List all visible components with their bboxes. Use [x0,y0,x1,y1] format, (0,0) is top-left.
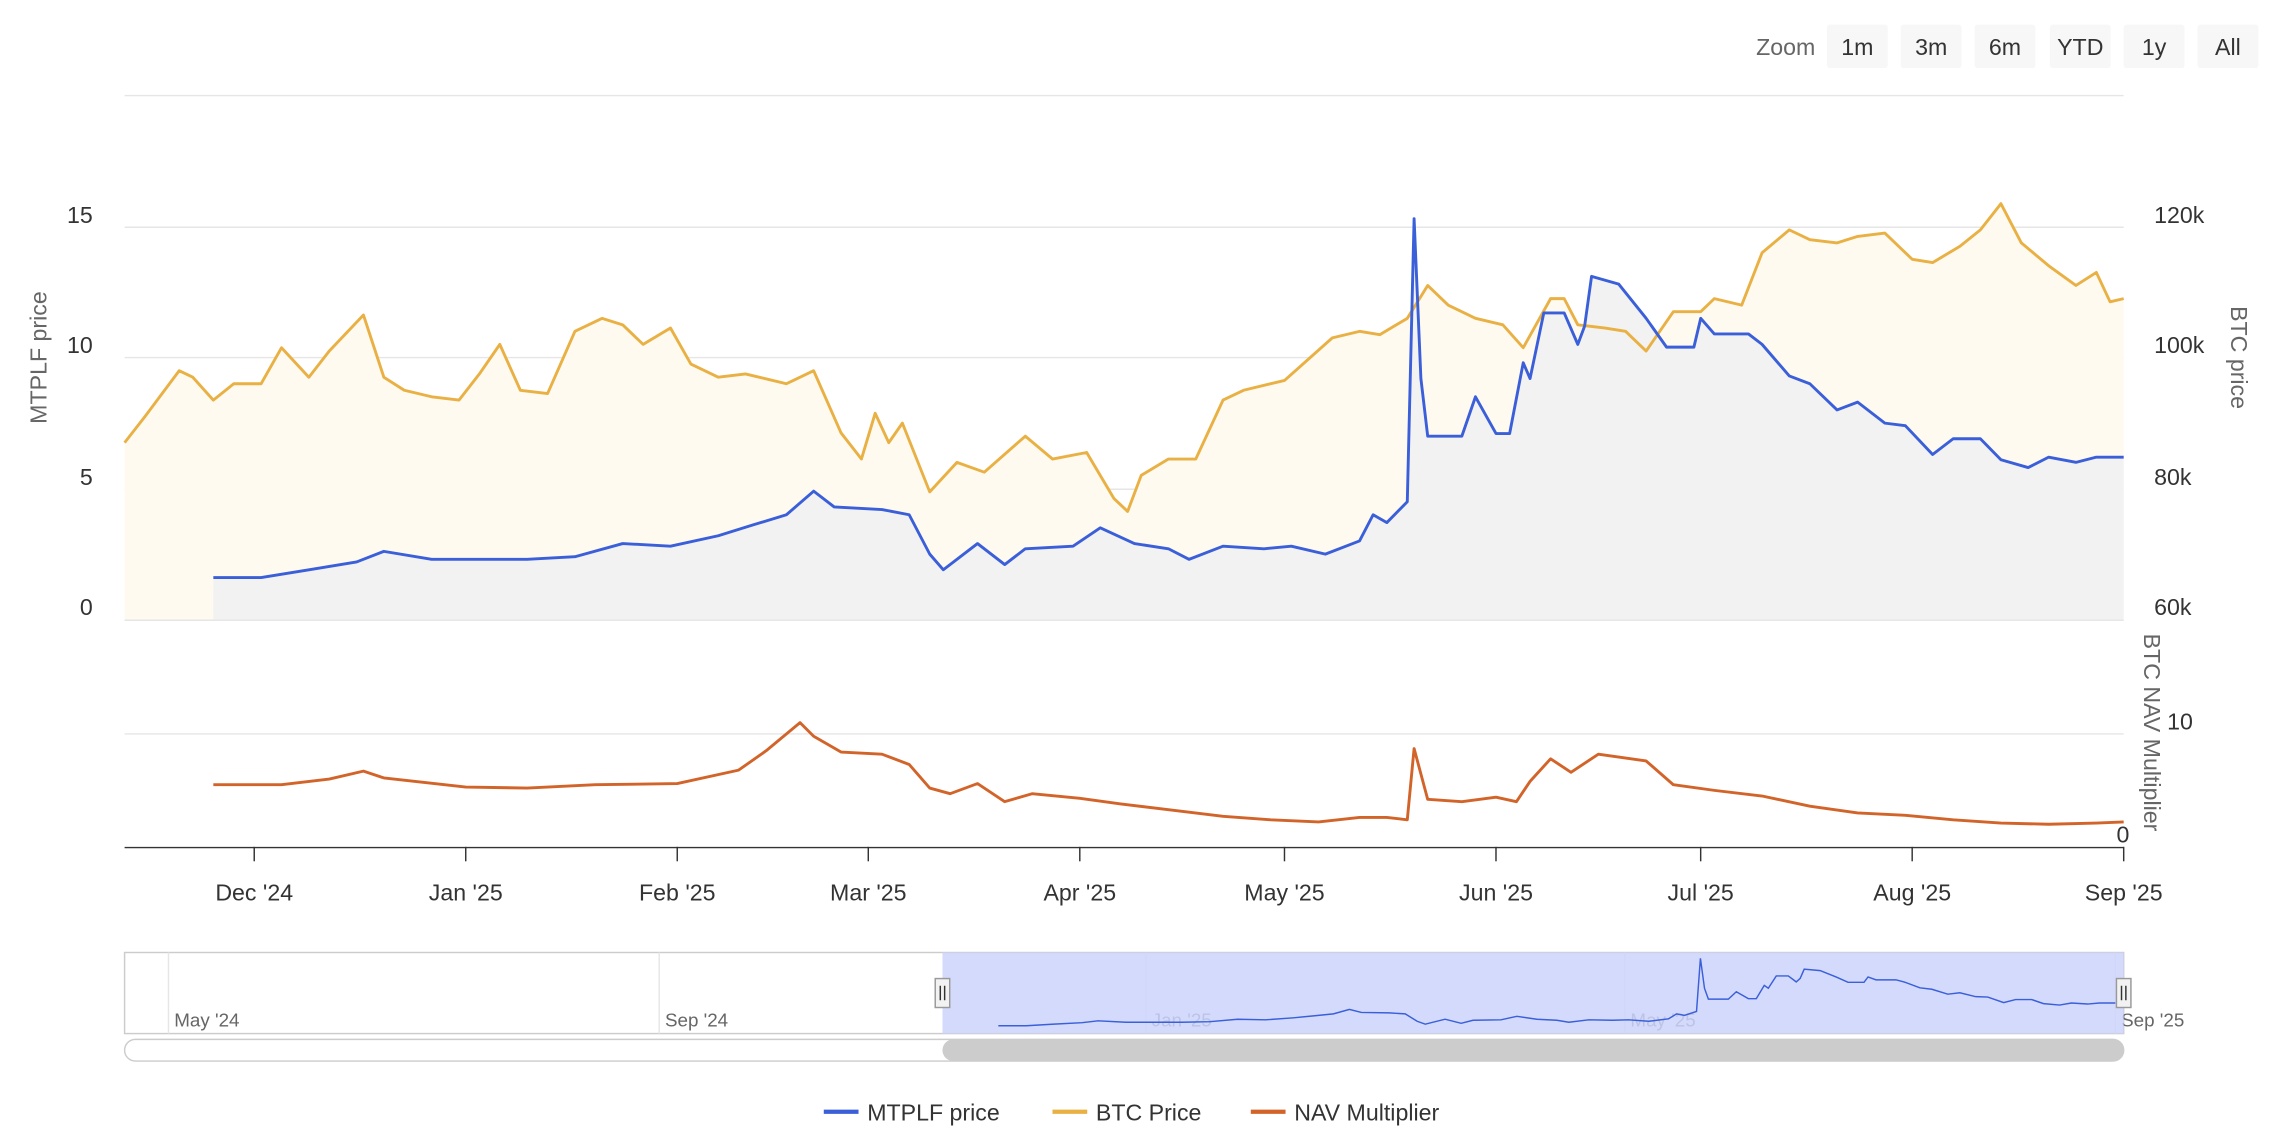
x-tick-label: May '25 [1244,879,1324,905]
plot-series [123,202,2125,826]
navigator-handle-right[interactable] [2115,977,2132,1009]
x-tick-label: Jan '25 [429,879,503,905]
zoom-button-label: 1m [1841,34,1873,60]
zoom-button-label: 1y [2142,34,2167,60]
axes: 0 5 10 15 60k 80k 100k 120k 0 10 MTPLF p… [25,202,2252,849]
scrollbar-thumb[interactable] [942,1039,2124,1062]
y-tick-right: 60k [2154,594,2192,620]
navigator-label: Sep '24 [665,1009,728,1030]
zoom-button-all[interactable]: All [2197,24,2259,69]
navigator-series-line [998,958,2116,1027]
nav-y-tick: 10 [2167,709,2193,735]
x-tick-label: Jun '25 [1459,879,1533,905]
btc-price-line [123,202,2125,513]
mtplf-price-line [213,217,2124,580]
zoom-button-1m[interactable]: 1m [1826,24,1888,69]
legend: MTPLF price BTC Price NAV Multiplier [823,1099,1440,1125]
zoom-button-label: 6m [1989,34,2021,60]
y-tick-right: 120k [2154,202,2205,228]
navigator-label: May '24 [174,1009,239,1030]
x-tick-label: Jul '25 [1668,879,1734,905]
legend-label: MTPLF price [867,1099,1000,1125]
legend-label: NAV Multiplier [1294,1099,1439,1125]
y-tick-left: 0 [80,594,93,620]
zoom-label: Zoom [1756,34,1815,60]
x-tick-label: Mar '25 [830,879,907,905]
navigator-selected-range[interactable] [942,952,2124,1034]
zoom-button-6m[interactable]: 6m [1974,24,2036,69]
zoom-button-3m[interactable]: 3m [1900,24,1962,69]
zoom-button-label: All [2215,34,2241,60]
zoom-button-label: 3m [1915,34,1947,60]
zoom-button-label: YTD [2057,34,2103,60]
y-tick-right: 100k [2154,332,2205,358]
legend-item-nav[interactable]: NAV Multiplier [1250,1099,1440,1125]
x-tick-label: Sep '25 [2085,879,2163,905]
navigator-label: Sep '25 [2121,1009,2184,1030]
zoom-button-ytd[interactable]: YTD [2049,24,2111,69]
x-tick-label: Dec '24 [215,879,293,905]
zoom-button-1y[interactable]: 1y [2123,24,2185,69]
y-tick-left: 15 [67,202,93,228]
legend-label: BTC Price [1096,1099,1202,1125]
left-axis-title: MTPLF price [25,291,51,424]
range-selector: Zoom 1m 3m 6m YTD 1y All [1756,24,2259,69]
y-tick-left: 5 [80,464,93,490]
nav-y-tick: 0 [2116,821,2129,847]
nav-axis-title: BTC NAV Multiplier [2139,634,2165,832]
x-tick-label: Apr '25 [1043,879,1116,905]
right-axis-title: BTC price [2226,306,2252,409]
x-tick-label: Feb '25 [639,879,716,905]
y-tick-left: 10 [67,332,93,358]
x-tick-label: Aug '25 [1873,879,1951,905]
y-tick-right: 80k [2154,464,2192,490]
navigator-handle-left[interactable] [934,977,951,1009]
x-axis: Dec '24 Jan '25 Feb '25 Mar '25 Apr '25 May '… [215,846,2163,905]
nav-multiplier-line [213,721,2124,826]
legend-item-btc[interactable]: BTC Price [1052,1099,1201,1125]
legend-item-mtplf[interactable]: MTPLF price [823,1099,1000,1125]
